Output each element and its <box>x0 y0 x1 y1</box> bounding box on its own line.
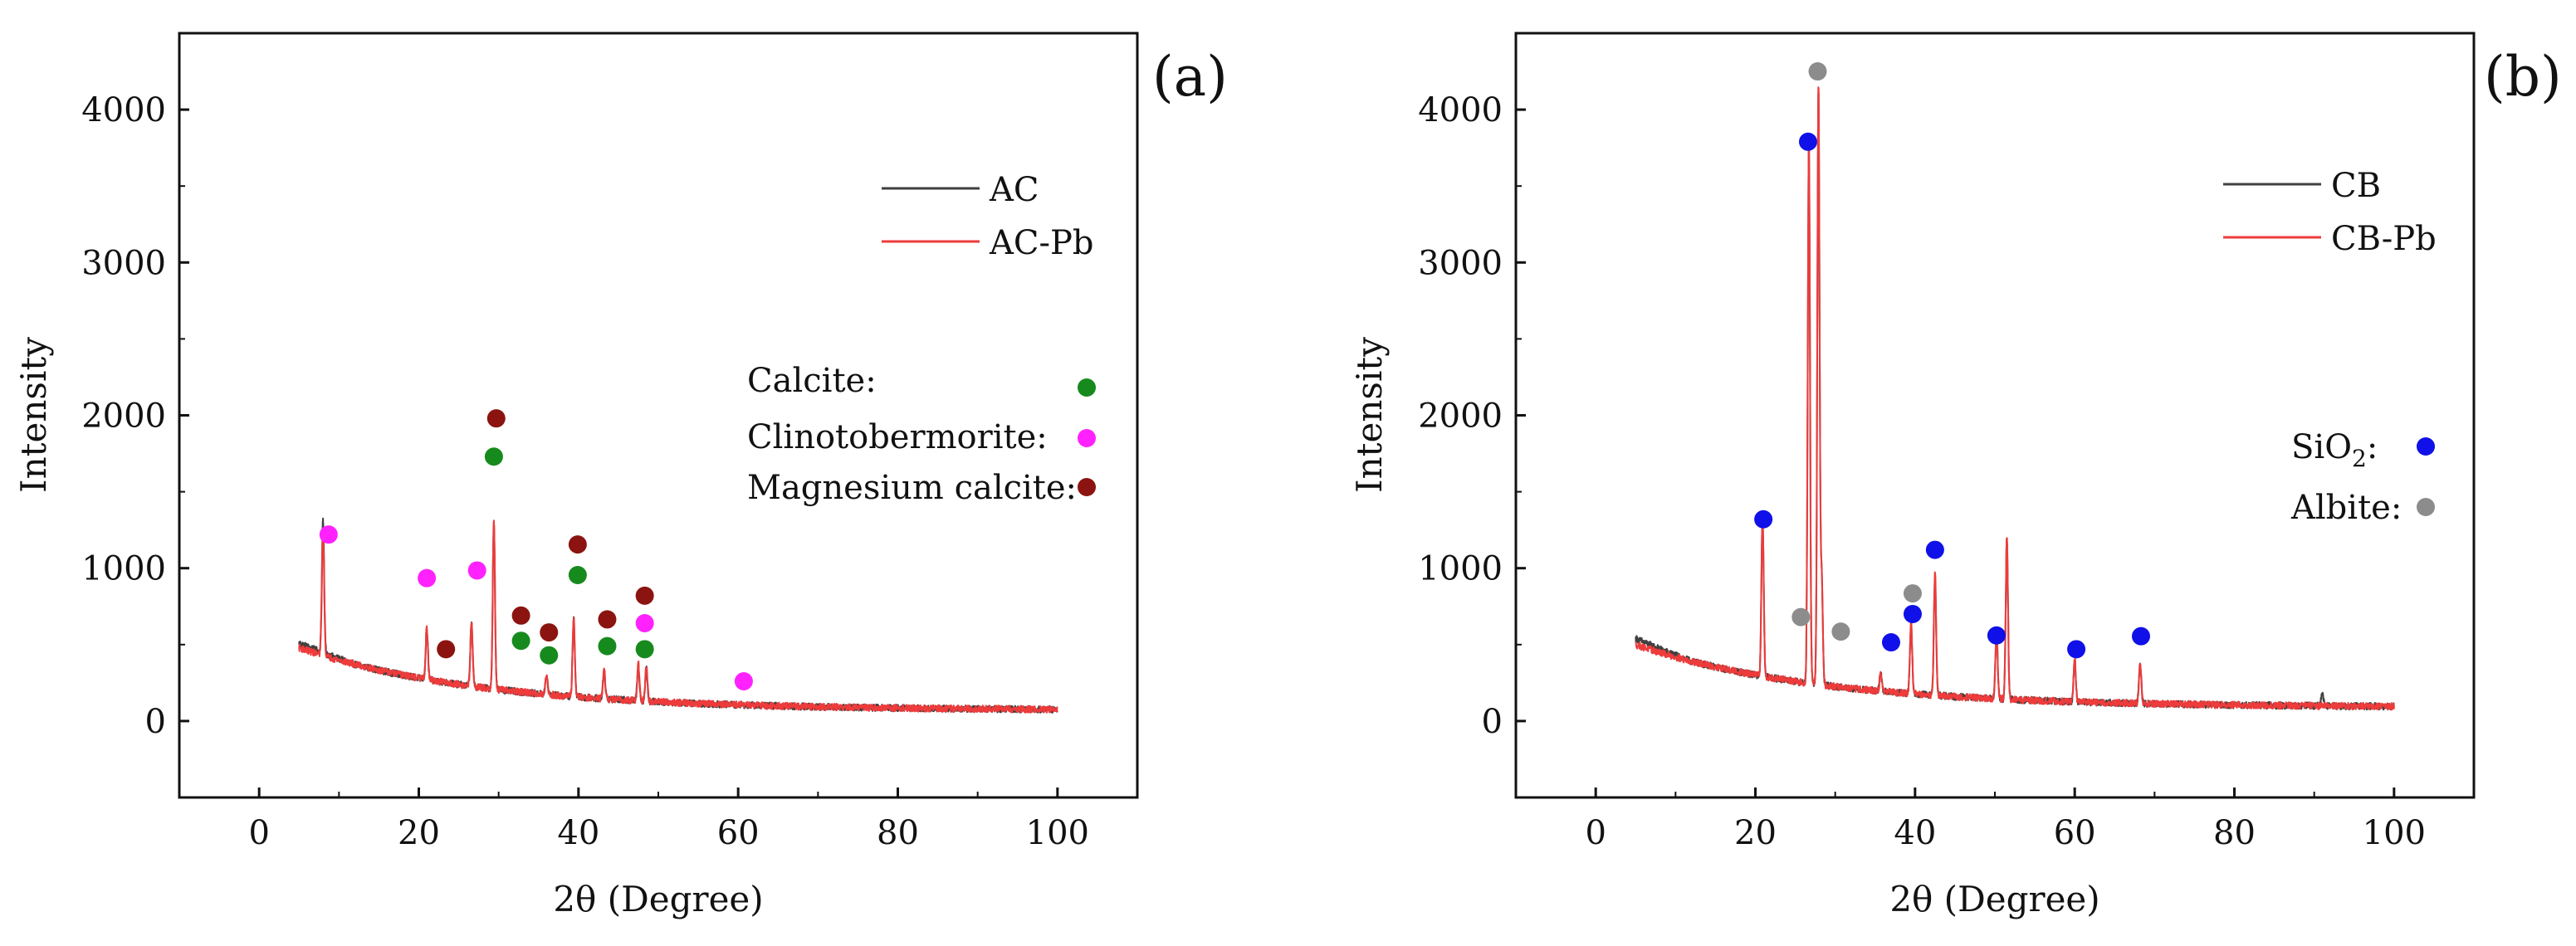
x-tick-label: 40 <box>1894 814 1936 852</box>
phase-peak-marker <box>319 525 338 544</box>
phase-peak-marker <box>2131 627 2150 646</box>
panel-b-markers <box>1754 62 2150 659</box>
phase-marker-calcite <box>1078 378 1096 397</box>
phase-peak-marker <box>1831 622 1850 641</box>
y-tick-label: 1000 <box>81 550 166 588</box>
panel-b-y-axis-title: Intensity <box>1349 337 1390 493</box>
x-tick-label: 0 <box>1585 814 1606 852</box>
phase-peak-marker <box>635 614 654 633</box>
phase-peak-marker <box>2067 640 2086 659</box>
x-tick-label: 80 <box>877 814 919 852</box>
x-tick-label: 0 <box>248 814 269 852</box>
panel-a-series-lines <box>298 517 1058 714</box>
y-tick-label: 4000 <box>81 91 166 129</box>
phase-peak-marker <box>1925 540 1944 559</box>
panel-a-y-axis-title: Intensity <box>13 337 54 493</box>
panel-b-x-axis-title: 2θ (Degree) <box>1889 879 2099 919</box>
legend-label-cb-pb: CB-Pb <box>2331 220 2437 258</box>
x-tick-label: 60 <box>717 814 760 852</box>
phase-marker-albite <box>2417 498 2435 516</box>
panel-a-legend: AC AC-Pb <box>882 171 1094 262</box>
phase-peak-marker <box>511 606 530 625</box>
panel-a-phase-legend: Calcite: Clinotobermorite: Magnesium cal… <box>747 362 1096 507</box>
phase-peak-marker <box>598 636 617 656</box>
x-tick-label: 40 <box>557 814 599 852</box>
phase-label-magnesium-calcite: Magnesium calcite: <box>747 469 1077 507</box>
phase-peak-marker <box>437 640 456 659</box>
phase-marker-magnesium-calcite <box>1078 478 1096 496</box>
phase-peak-marker <box>1903 604 1922 623</box>
legend-label-cb: CB <box>2331 167 2381 205</box>
phase-peak-marker <box>598 610 617 629</box>
phase-label-calcite: Calcite: <box>747 362 877 400</box>
phase-peak-marker <box>1987 626 2006 645</box>
phase-label-albite: Albite: <box>2290 489 2402 527</box>
phase-peak-marker <box>467 561 486 580</box>
panel-b-legend: CB CB-Pb <box>2223 167 2437 258</box>
panel-a-label: (a) <box>1152 45 1228 109</box>
phase-peak-marker <box>540 623 559 642</box>
legend-label-ac-pb: AC-Pb <box>989 224 1094 262</box>
y-tick-label: 4000 <box>1418 91 1503 129</box>
x-tick-label: 20 <box>398 814 440 852</box>
phase-peak-marker <box>734 672 753 691</box>
panel-b-phase-legend: SiO2: Albite: <box>2290 428 2435 527</box>
phase-marker-sio2 <box>2417 437 2435 456</box>
phase-peak-marker <box>486 409 506 428</box>
x-tick-label: 80 <box>2213 814 2256 852</box>
panel-a-frame <box>178 32 1139 799</box>
phase-peak-marker <box>511 631 530 651</box>
y-tick-label: 2000 <box>81 397 166 436</box>
phase-peak-marker <box>418 568 437 588</box>
panel-b-series-lines <box>1635 86 2395 711</box>
x-tick-label: 100 <box>1026 814 1089 852</box>
panel-b-label: (b) <box>2484 45 2562 109</box>
series-line-ac <box>298 517 1058 714</box>
y-tick-label: 3000 <box>1418 244 1503 282</box>
phase-peak-marker <box>568 565 587 584</box>
series-line-cb-pb <box>1635 86 2395 711</box>
series-line-ac-pb <box>298 519 1058 714</box>
phase-label-clinotobermorite: Clinotobermorite: <box>747 418 1048 456</box>
y-tick-label: 1000 <box>1418 550 1503 588</box>
phase-marker-clinotobermorite <box>1078 429 1096 447</box>
phase-peak-marker <box>568 535 587 554</box>
phase-peak-marker <box>1903 584 1922 603</box>
phase-peak-marker <box>1754 510 1773 529</box>
phase-peak-marker <box>635 586 654 605</box>
phase-label-sio2: SiO2: <box>2291 428 2378 472</box>
x-tick-label: 60 <box>2054 814 2096 852</box>
panel-a-markers <box>319 409 753 691</box>
y-tick-label: 3000 <box>81 244 166 282</box>
phase-peak-marker <box>484 447 503 466</box>
phase-peak-marker <box>540 646 559 665</box>
phase-peak-marker <box>635 640 654 659</box>
x-tick-label: 100 <box>2363 814 2426 852</box>
legend-label-ac: AC <box>989 171 1039 209</box>
y-tick-label: 0 <box>145 703 166 741</box>
series-line-cb <box>1635 92 2395 711</box>
phase-peak-marker <box>1791 607 1811 627</box>
panel-a-x-axis-title: 2θ (Degree) <box>553 879 763 919</box>
y-tick-label: 0 <box>1482 703 1503 741</box>
y-tick-label: 2000 <box>1418 397 1503 436</box>
phase-peak-marker <box>1798 132 1817 151</box>
phase-peak-marker <box>1808 62 1827 81</box>
x-tick-label: 20 <box>1734 814 1777 852</box>
phase-peak-marker <box>1881 633 1900 652</box>
